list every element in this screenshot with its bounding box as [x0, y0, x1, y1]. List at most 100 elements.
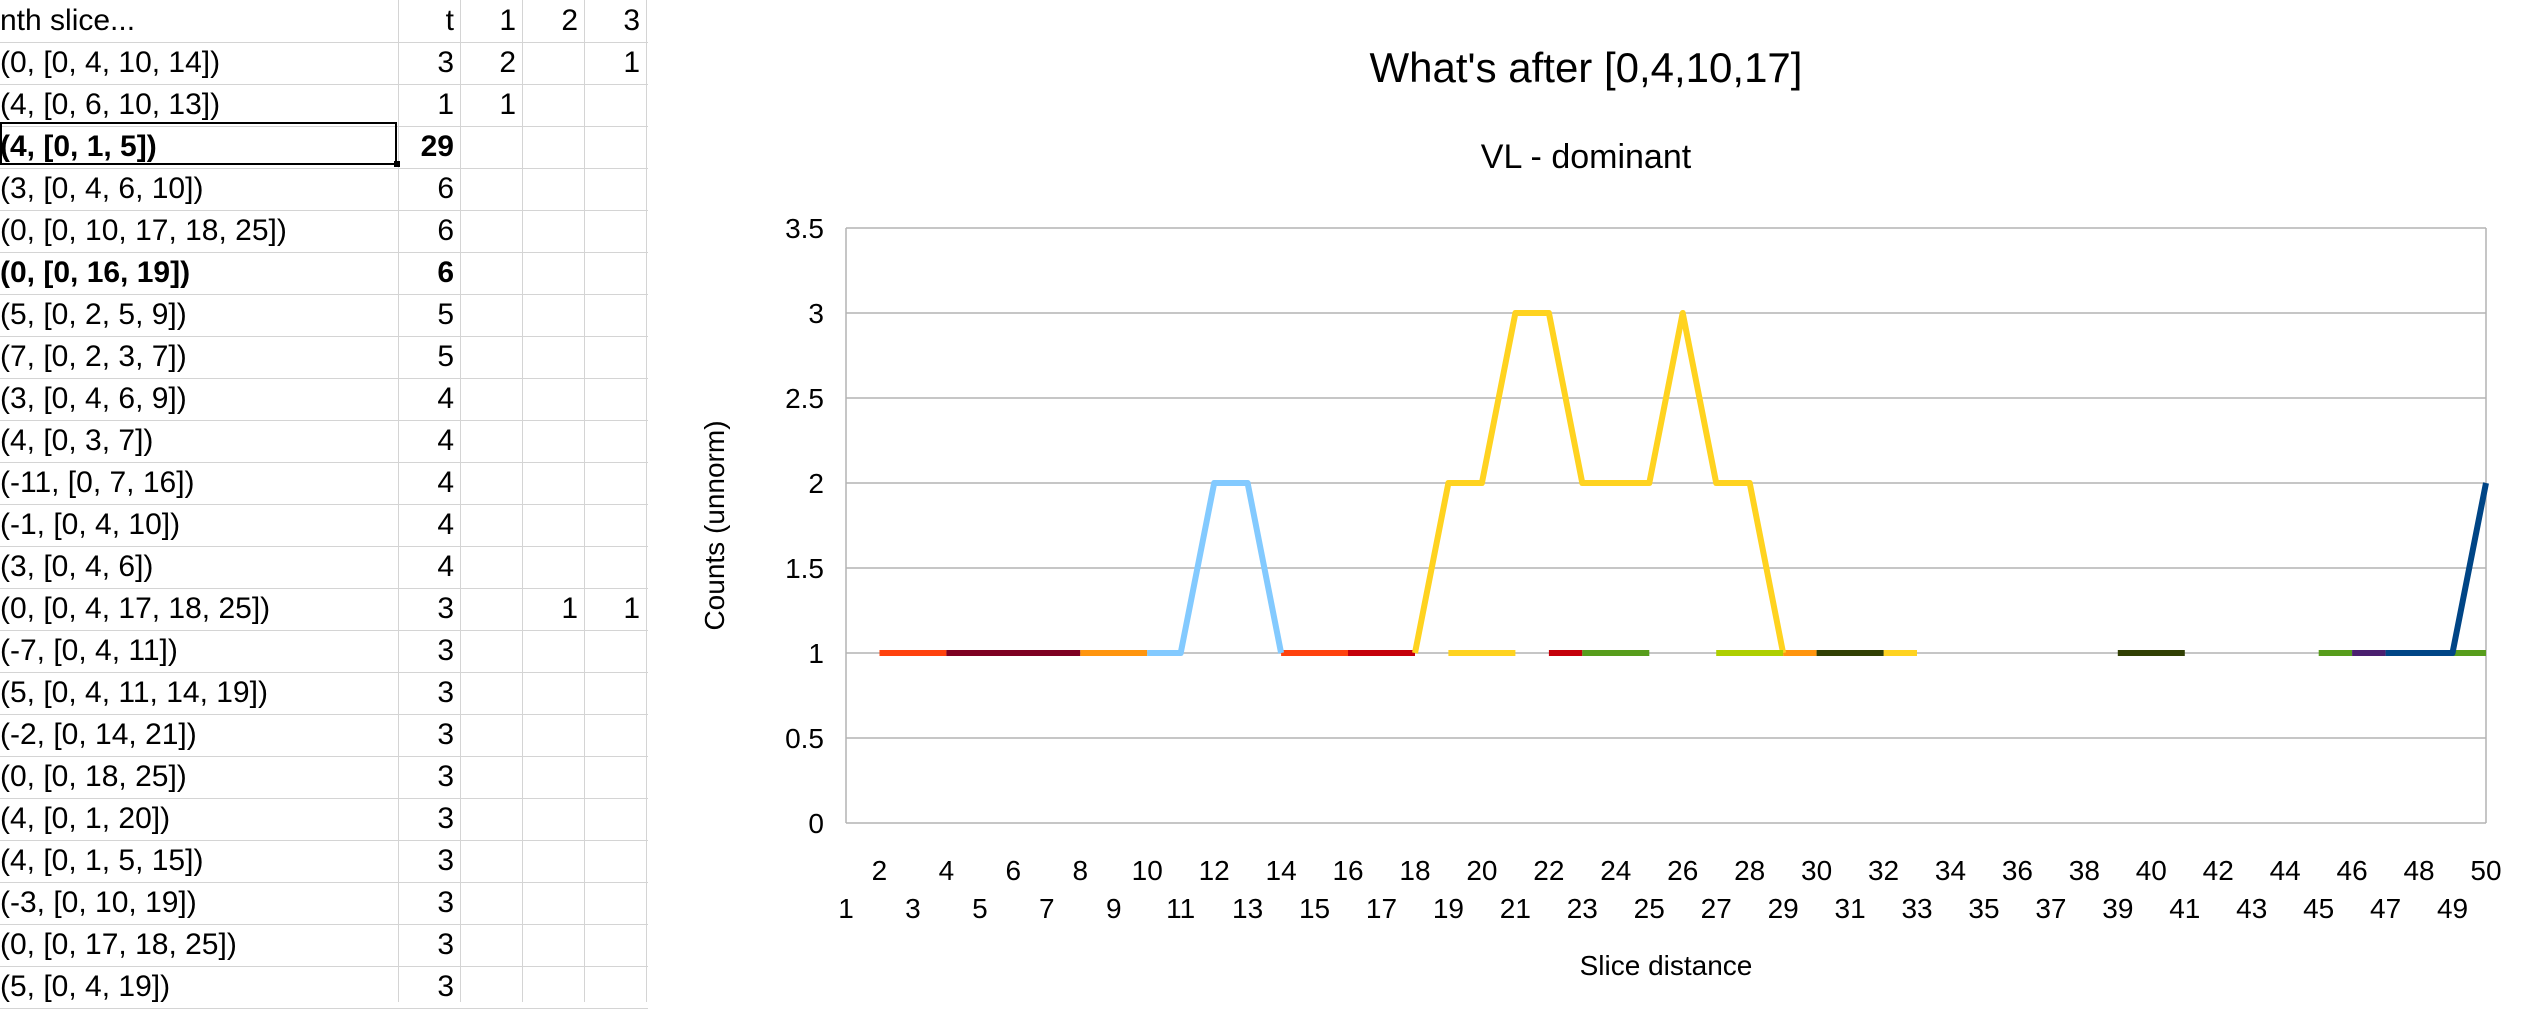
cell-c3[interactable] [584, 882, 646, 924]
table-row[interactable]: (0, [0, 18, 25]) 3 [0, 756, 648, 798]
cell-c1[interactable] [460, 588, 522, 630]
cell-t[interactable]: 3 [437, 928, 454, 961]
cell-label[interactable]: (0, [0, 17, 18, 25]) [0, 928, 237, 961]
cell-c2[interactable] [522, 882, 584, 924]
table-row[interactable]: (3, [0, 4, 6]) 4 [0, 546, 648, 588]
cell-c1[interactable] [460, 882, 522, 924]
cell-c1[interactable] [460, 756, 522, 798]
table-row[interactable]: (7, [0, 2, 3, 7]) 5 [0, 336, 648, 378]
table-row[interactable]: (4, [0, 1, 5]) 29 [0, 126, 648, 168]
cell-c3[interactable] [584, 210, 646, 252]
cell-c2[interactable] [522, 378, 584, 420]
cell-c2[interactable] [522, 756, 584, 798]
cell-t[interactable]: 3 [437, 844, 454, 877]
cell-c2[interactable] [522, 42, 584, 84]
cell-c3[interactable] [584, 630, 646, 672]
cell-t[interactable]: 3 [437, 718, 454, 751]
cell-c2[interactable]: 2 [561, 4, 578, 37]
cell-label[interactable]: (4, [0, 1, 5, 15]) [0, 844, 204, 877]
cell-t[interactable]: 3 [437, 592, 454, 625]
spreadsheet[interactable]: nth slice... t 1 2 3 (0, [0, 4, 10, 14]) 3 2 1 (4… [0, 0, 650, 1009]
cell-label[interactable]: (4, [0, 1, 20]) [0, 802, 171, 835]
cell-t[interactable]: 3 [437, 676, 454, 709]
cell-c3[interactable] [584, 840, 646, 882]
cell-c3[interactable] [584, 294, 646, 336]
table-row[interactable]: (-7, [0, 4, 11]) 3 [0, 630, 648, 672]
cell-c2[interactable]: 1 [561, 592, 578, 625]
header-row[interactable]: nth slice... t 1 2 3 [0, 0, 648, 42]
cell-c3[interactable]: 1 [623, 46, 640, 79]
cell-t[interactable]: 3 [437, 760, 454, 793]
cell-c2[interactable] [522, 84, 584, 126]
cell-label[interactable]: (7, [0, 2, 3, 7]) [0, 340, 187, 373]
cell-c2[interactable] [522, 336, 584, 378]
table-row[interactable]: (4, [0, 1, 5, 15]) 3 [0, 840, 648, 882]
cell-c1[interactable] [460, 462, 522, 504]
table-row[interactable]: (-2, [0, 14, 21]) 3 [0, 714, 648, 756]
cell-c3[interactable]: 1 [623, 592, 640, 625]
cell-t[interactable]: 4 [437, 466, 454, 499]
table-row[interactable]: (-11, [0, 7, 16]) 4 [0, 462, 648, 504]
cell-c3[interactable] [584, 924, 646, 966]
cell-label[interactable]: (0, [0, 10, 17, 18, 25]) [0, 214, 287, 247]
cell-t[interactable]: 6 [437, 256, 454, 289]
cell-label[interactable]: (-11, [0, 7, 16]) [0, 466, 195, 499]
cell-c3[interactable] [584, 756, 646, 798]
cell-c1[interactable] [460, 420, 522, 462]
cell-c3[interactable]: 3 [623, 4, 640, 37]
cell-label[interactable]: (3, [0, 4, 6]) [0, 550, 154, 583]
table-row[interactable]: (4, [0, 1, 20]) 3 [0, 798, 648, 840]
cell-c1[interactable] [460, 252, 522, 294]
cell-t[interactable]: 1 [437, 88, 454, 121]
cell-c2[interactable] [522, 672, 584, 714]
cell-label[interactable]: (4, [0, 6, 10, 13]) [0, 88, 221, 121]
cell-c2[interactable] [522, 210, 584, 252]
cell-c1[interactable] [460, 546, 522, 588]
cell-t[interactable]: 3 [437, 886, 454, 919]
cell-c3[interactable] [584, 378, 646, 420]
cell-c3[interactable] [584, 420, 646, 462]
cell-c3[interactable] [584, 168, 646, 210]
cell-c1[interactable] [460, 840, 522, 882]
cell-label[interactable]: (-1, [0, 4, 10]) [0, 508, 181, 541]
cell-c2[interactable] [522, 924, 584, 966]
cell-label[interactable]: (3, [0, 4, 6, 10]) [0, 172, 204, 205]
cell-t[interactable]: 3 [437, 46, 454, 79]
cell-c3[interactable] [584, 336, 646, 378]
cell-t[interactable]: 5 [437, 298, 454, 331]
cell-c1[interactable] [460, 378, 522, 420]
table-row[interactable]: (0, [0, 4, 17, 18, 25]) 3 1 1 [0, 588, 648, 630]
table-row[interactable]: (0, [0, 4, 10, 14]) 3 2 1 [0, 42, 648, 84]
cell-c3[interactable] [584, 252, 646, 294]
cell-label[interactable]: (4, [0, 3, 7]) [0, 424, 154, 457]
cell-c1[interactable] [460, 630, 522, 672]
table-row[interactable]: (0, [0, 16, 19]) 6 [0, 252, 648, 294]
cell-c1[interactable]: 2 [499, 46, 516, 79]
table-row[interactable]: (5, [0, 2, 5, 9]) 5 [0, 294, 648, 336]
cell-label[interactable]: (-7, [0, 4, 11]) [0, 634, 178, 667]
cell-c1[interactable] [460, 714, 522, 756]
cell-t[interactable]: 3 [437, 634, 454, 667]
cell-c1[interactable] [460, 798, 522, 840]
cell-t[interactable]: 6 [437, 214, 454, 247]
table-row[interactable]: (4, [0, 3, 7]) 4 [0, 420, 648, 462]
cell-c1[interactable] [460, 336, 522, 378]
cell-c1[interactable]: 1 [499, 88, 516, 121]
cell-label[interactable]: (3, [0, 4, 6, 9]) [0, 382, 187, 415]
table-row[interactable]: (0, [0, 10, 17, 18, 25]) 6 [0, 210, 648, 252]
cell-t[interactable]: 3 [437, 802, 454, 835]
cell-t[interactable]: 3 [437, 970, 454, 1003]
cell-c2[interactable] [522, 630, 584, 672]
table-row[interactable]: (4, [0, 6, 10, 13]) 1 1 [0, 84, 648, 126]
cell-t[interactable]: 29 [420, 130, 454, 163]
cell-c3[interactable] [584, 672, 646, 714]
fill-handle[interactable] [394, 161, 400, 167]
cell-c1[interactable]: 1 [499, 4, 516, 37]
cell-c1[interactable] [460, 924, 522, 966]
cell-label[interactable]: nth slice... [0, 4, 136, 37]
cell-c3[interactable] [584, 462, 646, 504]
cell-label[interactable]: (5, [0, 2, 5, 9]) [0, 298, 187, 331]
table-row[interactable]: (5, [0, 4, 19]) 3 [0, 966, 648, 1008]
cell-label[interactable]: (0, [0, 16, 19]) [0, 256, 191, 289]
cell-c2[interactable] [522, 546, 584, 588]
